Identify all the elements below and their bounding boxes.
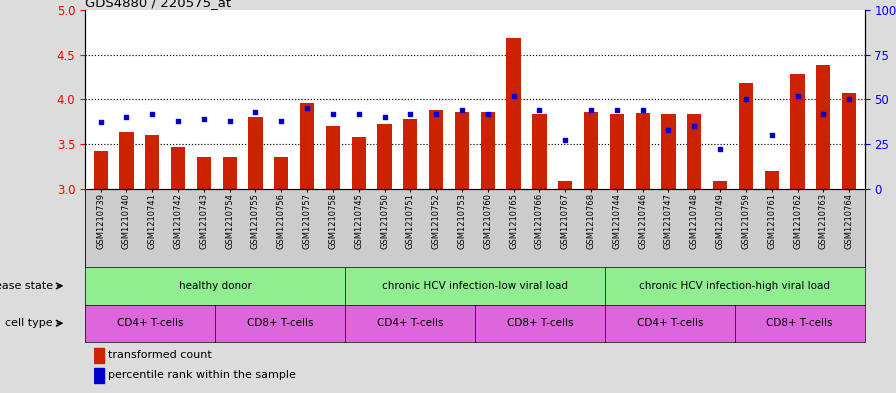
Text: CD4+ T-cells: CD4+ T-cells (636, 318, 703, 328)
Point (145, 110, 159, 117)
Bar (351, 137, 366, 189)
Point (764, 132, 779, 138)
Point (584, 107, 599, 113)
Text: CD8+ T-cells: CD8+ T-cells (766, 318, 833, 328)
Point (351, 110, 366, 117)
Text: CD4+ T-cells: CD4+ T-cells (116, 318, 184, 328)
Bar (145, 135, 159, 189)
Point (455, 107, 470, 113)
Point (842, 96, 857, 102)
Bar (274, 157, 289, 189)
Bar (455, 112, 470, 189)
Point (532, 107, 547, 113)
Bar (429, 110, 444, 189)
Point (661, 127, 676, 133)
Bar (635, 113, 650, 189)
Point (93, 119, 108, 126)
Point (816, 110, 831, 117)
Text: percentile rank within the sample: percentile rank within the sample (108, 370, 297, 380)
Bar (610, 114, 624, 189)
Point (222, 118, 237, 124)
Bar (687, 114, 702, 189)
Point (635, 107, 650, 113)
Bar (222, 157, 237, 189)
Point (403, 110, 418, 117)
Bar (842, 93, 857, 189)
Point (248, 108, 263, 115)
Bar (816, 65, 831, 189)
Text: cell type: cell type (5, 318, 53, 328)
Bar (480, 112, 495, 189)
Bar (558, 181, 573, 189)
Point (480, 110, 495, 117)
Point (377, 114, 392, 120)
Text: disease state: disease state (0, 281, 53, 291)
Point (738, 96, 753, 102)
Point (197, 116, 211, 122)
Point (506, 92, 521, 99)
Point (609, 107, 624, 113)
Bar (119, 132, 134, 189)
Bar (93, 151, 108, 189)
Text: chronic HCV infection-low viral load: chronic HCV infection-low viral load (382, 281, 568, 291)
Point (558, 137, 573, 143)
Point (713, 146, 728, 152)
Bar (532, 114, 547, 189)
Point (119, 114, 134, 120)
Text: CD8+ T-cells: CD8+ T-cells (506, 318, 573, 328)
Text: chronic HCV infection-high viral load: chronic HCV infection-high viral load (639, 281, 831, 291)
Bar (94, 368, 104, 383)
Bar (584, 112, 599, 189)
Bar (94, 348, 104, 363)
Text: CD4+ T-cells: CD4+ T-cells (376, 318, 444, 328)
Bar (713, 181, 728, 189)
Point (300, 105, 314, 111)
Text: CD8+ T-cells: CD8+ T-cells (246, 318, 314, 328)
Bar (506, 39, 521, 189)
Point (274, 118, 289, 124)
Bar (326, 126, 340, 189)
Text: transformed count: transformed count (108, 350, 212, 360)
Bar (197, 157, 211, 189)
Bar (300, 103, 314, 189)
Text: healthy donor: healthy donor (178, 281, 252, 291)
Text: GDS4880 / 220575_at: GDS4880 / 220575_at (85, 0, 231, 9)
Bar (790, 74, 805, 189)
Point (687, 123, 702, 129)
Point (171, 118, 185, 124)
Point (790, 92, 805, 99)
Bar (403, 119, 418, 189)
Bar (377, 124, 392, 189)
Point (326, 110, 340, 117)
Bar (739, 83, 753, 189)
Bar (171, 147, 185, 189)
Bar (248, 117, 263, 189)
Bar (764, 171, 779, 189)
Point (429, 110, 444, 117)
Bar (661, 114, 676, 189)
